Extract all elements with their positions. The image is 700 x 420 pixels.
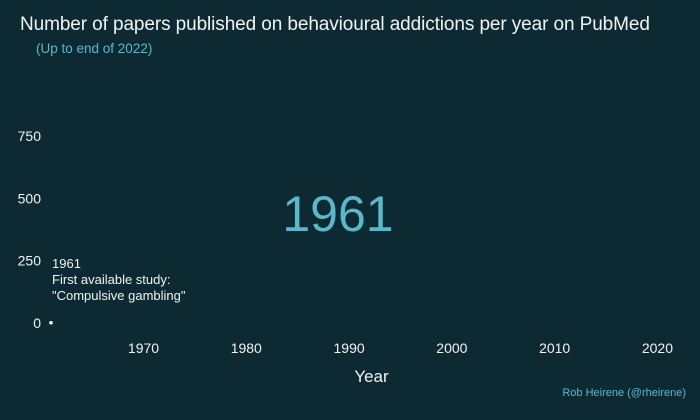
x-axis: 1970 1980 1990 2000 2010 2020 bbox=[128, 340, 673, 356]
y-tick-label: 0 bbox=[33, 315, 41, 331]
chart-subtitle: (Up to end of 2022) bbox=[36, 41, 153, 56]
y-tick-label: 750 bbox=[18, 128, 42, 144]
author-credit: Rob Heirene (@rheirene) bbox=[562, 387, 686, 399]
x-axis-title: Year bbox=[354, 367, 389, 386]
x-tick-label: 1970 bbox=[128, 340, 159, 356]
annotation-line: "Compulsive gambling" bbox=[52, 288, 186, 303]
annotation-line: First available study: bbox=[52, 272, 171, 287]
data-point bbox=[49, 320, 53, 325]
y-tick-label: 250 bbox=[18, 253, 42, 269]
x-tick-label: 2000 bbox=[436, 340, 467, 356]
y-axis: 0 250 500 750 bbox=[18, 128, 42, 331]
chart-title: Number of papers published on behavioura… bbox=[20, 14, 650, 35]
annotation-line: 1961 bbox=[52, 256, 81, 271]
x-tick-label: 2020 bbox=[642, 340, 673, 356]
current-year-label: 1961 bbox=[282, 186, 393, 242]
x-tick-label: 1990 bbox=[334, 340, 365, 356]
x-tick-label: 1980 bbox=[231, 340, 262, 356]
x-tick-label: 2010 bbox=[539, 340, 570, 356]
y-tick-label: 500 bbox=[18, 190, 42, 206]
data-series bbox=[49, 320, 53, 325]
